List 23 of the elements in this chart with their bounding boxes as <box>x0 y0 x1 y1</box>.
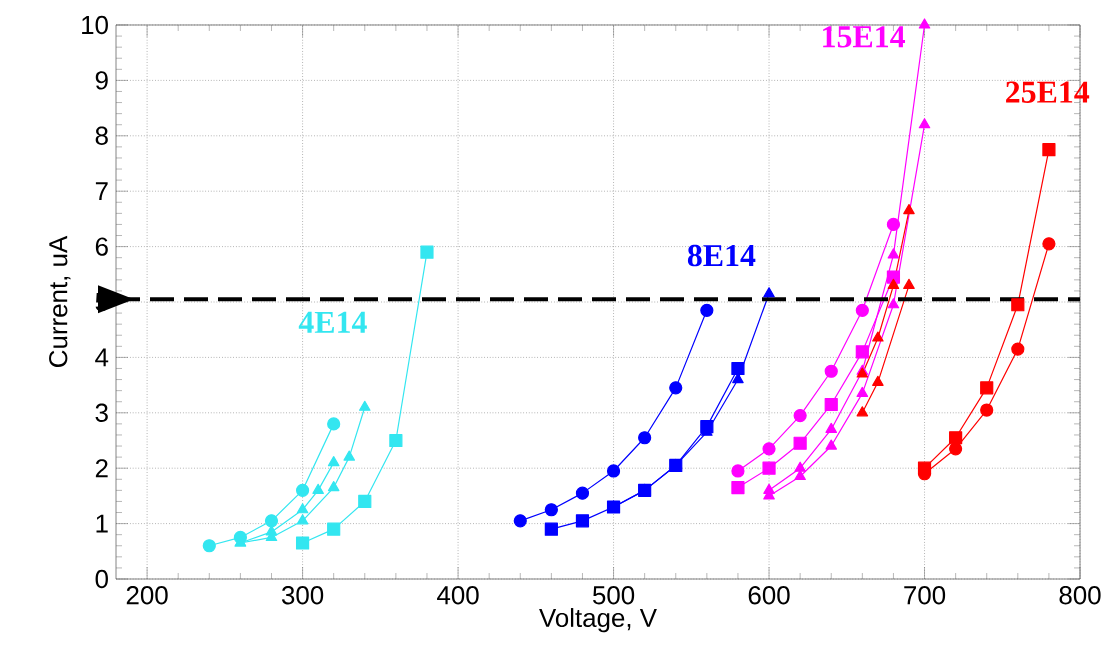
x-tick-label: 600 <box>748 586 790 605</box>
y-tick-label: 9 <box>95 71 108 90</box>
x-tick-label: 700 <box>904 586 946 605</box>
y-tick-label: 8 <box>95 126 108 145</box>
x-tick-label: 300 <box>281 586 324 605</box>
y-axis-title: Current, uA <box>49 235 71 367</box>
y-tick-label: 10 <box>82 15 108 35</box>
x-tick-label: 500 <box>592 586 635 605</box>
x-tick-label: 800 <box>1059 586 1101 605</box>
annotation: 15E14 <box>823 26 906 48</box>
y-tick-label: 1 <box>96 514 108 533</box>
y-tick-label: 2 <box>95 459 108 478</box>
annotation: 8E14 <box>687 244 756 267</box>
annotation: 25E14 <box>1006 81 1090 103</box>
y-tick-label: 7 <box>95 182 108 201</box>
x-axis-title: Voltage, V <box>539 608 657 633</box>
x-tick-label: 400 <box>437 586 479 605</box>
y-tick-label: 6 <box>95 237 108 256</box>
y-tick-label: 3 <box>95 403 108 422</box>
y-tick-label: 0 <box>95 569 108 589</box>
annotation: 4E14 <box>298 311 367 333</box>
x-tick-label: 200 <box>126 586 168 605</box>
y-tick-label: 4 <box>95 348 109 367</box>
